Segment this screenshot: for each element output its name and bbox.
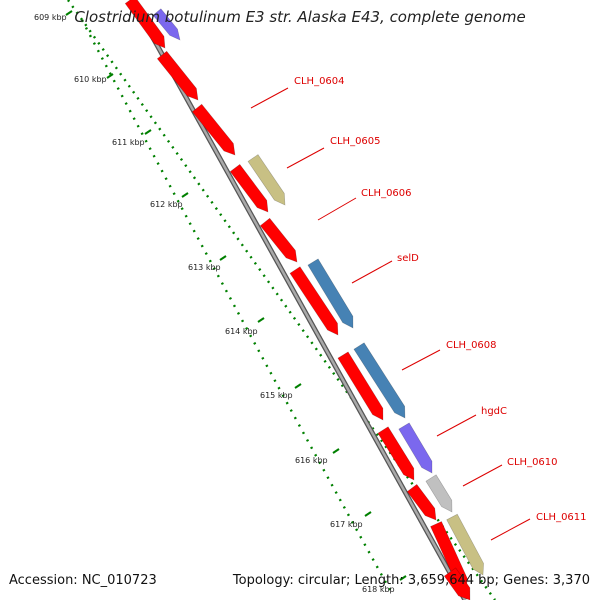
gene-feature <box>124 0 166 49</box>
accession-text: Accession: NC_010723 <box>9 573 157 588</box>
gene-feature <box>307 258 354 329</box>
gene-label[interactable]: hgdC <box>481 406 507 417</box>
gene-label[interactable]: CLH_0608 <box>446 340 497 351</box>
gene-feature <box>398 422 433 474</box>
gene-leader-line <box>351 260 393 284</box>
gene-label[interactable]: selD <box>397 253 419 264</box>
gene-label[interactable]: CLH_0606 <box>361 188 412 199</box>
gene-feature <box>289 266 339 336</box>
major-tick <box>399 575 407 581</box>
gene-leader-line <box>462 464 503 487</box>
features <box>124 0 484 600</box>
gene-label[interactable]: CLH_0610 <box>507 457 558 468</box>
gene-feature <box>377 426 415 481</box>
tick-label: 618 kbp <box>362 585 395 594</box>
tick-label: 617 kbp <box>330 520 363 529</box>
major-tick <box>106 73 114 79</box>
major-tick <box>144 129 152 135</box>
gene-feature <box>337 351 384 421</box>
inner-tick-ruler <box>80 19 392 591</box>
gene-feature <box>259 217 298 263</box>
major-tick <box>257 317 265 323</box>
topology-text: Topology: circular; Length: 3,659,644 bp… <box>232 573 590 588</box>
gene-feature <box>191 103 236 156</box>
gene-leader-line <box>250 87 289 109</box>
tick-label: 616 kbp <box>295 456 328 465</box>
gene-leader-line <box>317 197 357 221</box>
gene-leader-line <box>436 414 477 437</box>
gene-feature <box>443 567 471 600</box>
tick-label: 615 kbp <box>260 391 293 400</box>
gene-feature <box>156 50 199 101</box>
gene-feature <box>446 513 484 576</box>
tick-label: 609 kbp <box>34 13 67 22</box>
genome-title: Clostridium botulinum E3 str. Alaska E43… <box>74 8 526 26</box>
major-tick <box>65 10 73 16</box>
tick-label: 613 kbp <box>188 263 221 272</box>
major-tick <box>181 192 189 198</box>
gene-label[interactable]: CLH_0605 <box>330 136 381 147</box>
gene-leader-line <box>286 147 325 169</box>
tick-label: 611 kbp <box>112 138 145 147</box>
tick-marks <box>65 10 407 581</box>
gene-feature <box>247 154 286 206</box>
major-tick <box>294 383 302 389</box>
tick-label: 614 kbp <box>225 327 258 336</box>
tick-labels: 609 kbp 610 kbp 611 kbp 612 kbp 613 kbp 614 k… <box>34 13 395 594</box>
gene-feature <box>353 342 406 419</box>
gene-feature <box>152 8 181 41</box>
major-tick <box>332 448 340 454</box>
major-tick <box>364 511 372 517</box>
gene-feature <box>229 163 269 213</box>
gene-leader-line <box>401 349 441 371</box>
gene-leader-line <box>490 518 531 541</box>
gene-feature <box>425 474 453 513</box>
gene-label[interactable]: CLH_0611 <box>536 512 587 523</box>
major-tick <box>219 255 227 261</box>
genome-backbone <box>130 0 467 600</box>
gene-label[interactable]: CLH_0604 <box>294 76 345 87</box>
gene-feature <box>406 483 437 521</box>
tick-label: 612 kbp <box>150 200 183 209</box>
gene-labels: CLH_0604 CLH_0605 CLH_0606 selD CLH_0608 hgdC… <box>250 76 587 541</box>
tick-label: 610 kbp <box>74 75 107 84</box>
